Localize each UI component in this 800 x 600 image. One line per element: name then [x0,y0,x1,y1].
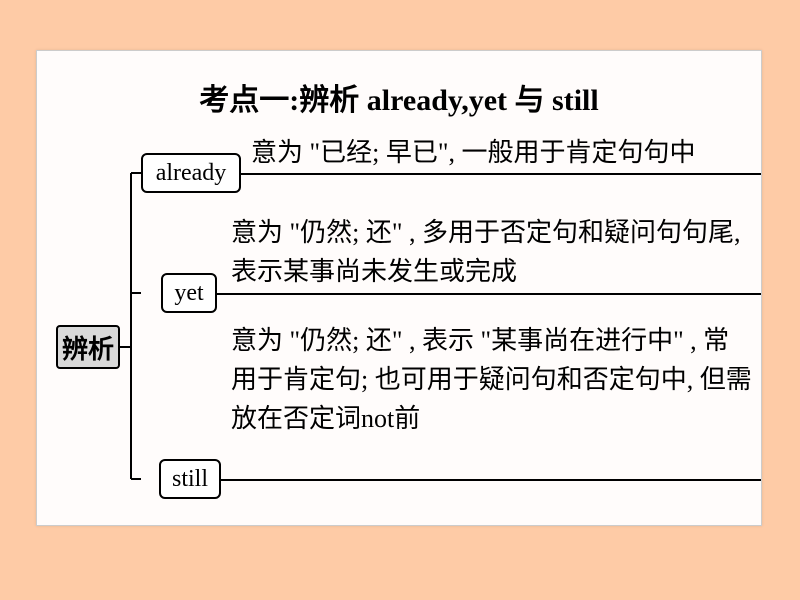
word-box-still: still [159,459,221,499]
desc-still: 意为 "仍然; 还" , 表示 "某事尚在进行中" , 常用于肯定句; 也可用于… [231,321,755,438]
root-box: 辨析 [56,325,120,369]
slide-title: 考点一:辨析 already,yet 与 still [37,75,761,119]
slide-inner: 考点一:辨析 already,yet 与 still 辨析 already意为 … [36,50,762,526]
word-box-yet: yet [161,273,217,313]
root-label: 辨析 [62,329,114,366]
word-label: already [156,160,227,187]
word-box-already: already [141,153,241,193]
desc-already: 意为 "已经; 早已", 一般用于肯定句句中 [251,133,761,172]
word-label: still [172,466,208,493]
slide-outer: 考点一:辨析 already,yet 与 still 辨析 already意为 … [0,0,800,600]
underline-still [221,479,761,481]
underline-yet [217,293,761,295]
desc-yet: 意为 "仍然; 还" , 多用于否定句和疑问句句尾, 表示某事尚未发生或完成 [231,213,751,291]
word-label: yet [174,280,203,307]
underline-already [241,173,761,175]
